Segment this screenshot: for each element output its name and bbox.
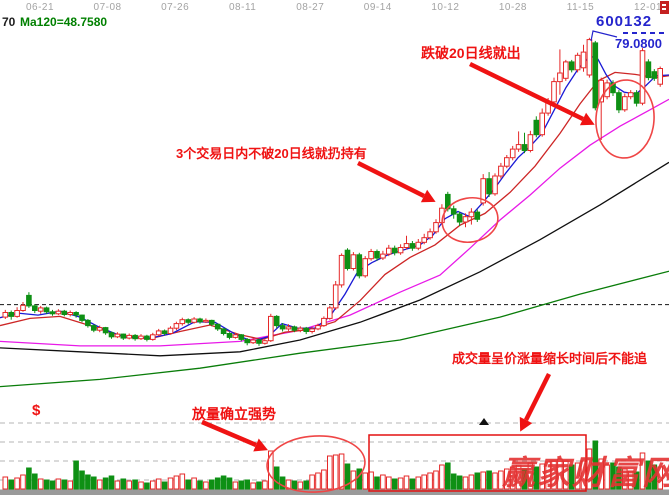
markup-arrow-shaft xyxy=(523,372,552,422)
date-tick: 11-15 xyxy=(566,2,595,13)
dollar-marker: $ xyxy=(32,402,41,419)
analyst-markup xyxy=(201,61,655,493)
candles xyxy=(2,37,664,346)
date-tick: 07-26 xyxy=(161,2,190,13)
window-corner-badge-icon[interactable] xyxy=(660,1,669,14)
date-tick: 06-21 xyxy=(25,2,55,13)
annotation-volume-warning: 成交量呈价涨量缩长时间后不能追 xyxy=(452,351,648,366)
site-watermark: 赢家财富网 xyxy=(502,456,669,492)
markup-ellipse xyxy=(441,196,499,244)
volume-baseline xyxy=(0,489,669,495)
stock-code: 600132 xyxy=(596,13,653,30)
ma-line-ma60 xyxy=(0,161,669,357)
marker-triangle-icon xyxy=(479,418,489,425)
markup-arrow-shaft xyxy=(469,61,584,122)
peak-price-label: 79.0800 xyxy=(615,36,662,51)
markup-rectangle xyxy=(368,434,587,492)
date-tick: 10-28 xyxy=(498,2,527,13)
ma120-value-label: Ma120=48.7580 xyxy=(20,15,108,29)
markup-arrowhead-icon xyxy=(579,112,595,126)
moving-average-lines xyxy=(0,55,669,388)
ma-line-ma20 xyxy=(0,98,669,347)
ma-param-fragment: 70 xyxy=(2,15,16,29)
markup-arrowhead-icon xyxy=(253,438,268,452)
markup-arrow-shaft xyxy=(201,419,257,448)
date-tick: 09-14 xyxy=(363,2,392,13)
peak-pointer-line xyxy=(590,30,618,42)
date-tick: 08-11 xyxy=(229,2,257,13)
date-tick: 07-08 xyxy=(93,2,122,13)
volume-bars xyxy=(2,440,664,490)
ma-line-ma120 xyxy=(0,270,669,388)
markup-ellipse xyxy=(595,79,655,159)
date-tick: 10-12 xyxy=(431,2,460,13)
date-tick: 12-01 xyxy=(633,2,663,13)
markup-arrowhead-icon xyxy=(519,416,533,432)
annotation-sell-signal: 跌破20日线就出 xyxy=(421,45,521,61)
markup-ellipse xyxy=(266,435,366,493)
date-tick: 08-27 xyxy=(296,2,325,13)
annotation-volume-strength: 放量确立强势 xyxy=(192,406,276,422)
markup-arrow-shaft xyxy=(356,160,426,199)
markup-arrowhead-icon xyxy=(420,189,436,203)
annotation-hold-rule: 3个交易日内不破20日线就扔持有 xyxy=(176,146,367,161)
date-axis: 06-21 07-08 07-26 08-11 08-27 09-14 10-12 10-28… xyxy=(0,2,669,15)
